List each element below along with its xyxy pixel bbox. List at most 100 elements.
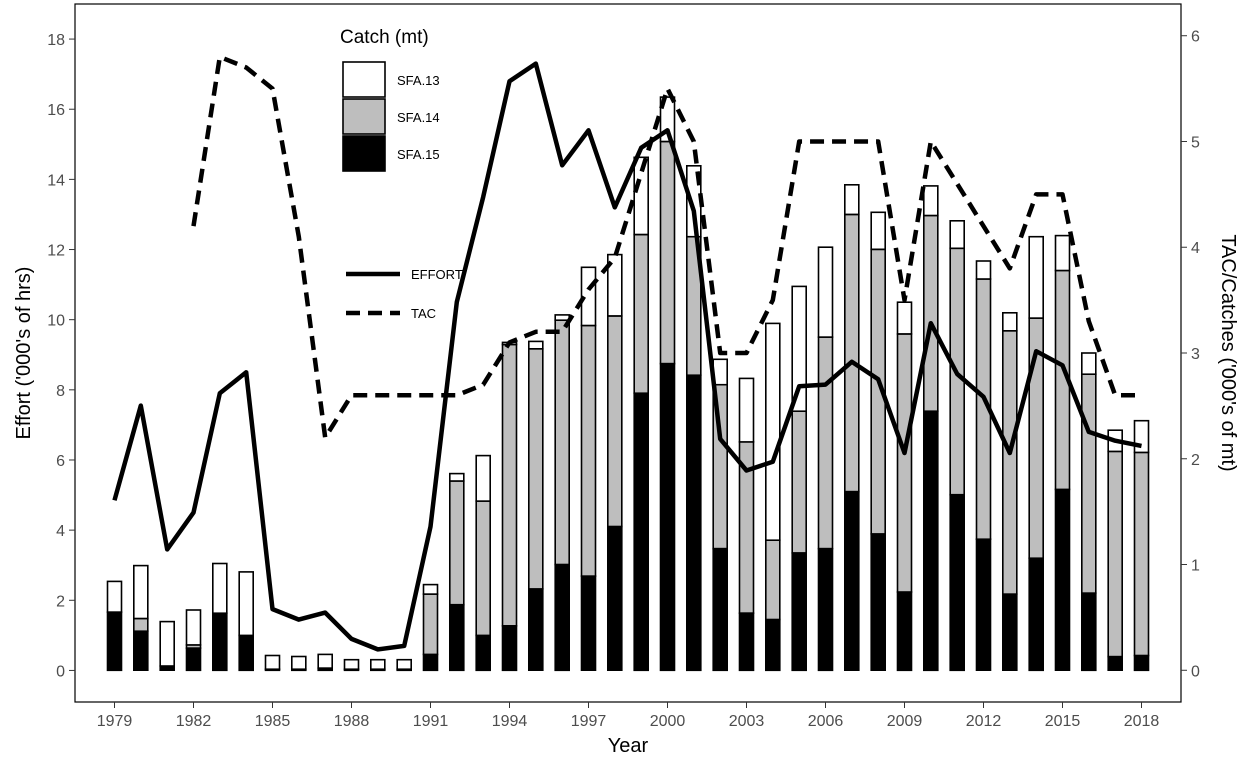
bar-sfa13-1991 xyxy=(422,583,439,595)
legend-effort-label: EFFORT xyxy=(411,267,463,282)
y-left-tick-label-2: 2 xyxy=(56,593,65,610)
x-tick-label-1985: 1985 xyxy=(255,713,291,730)
bar-sfa13-2006 xyxy=(817,246,834,338)
legend-swatch-sfa14 xyxy=(342,98,386,135)
bar-sfa15-2011 xyxy=(949,493,966,672)
bar-sfa14-2006 xyxy=(817,336,834,550)
bar-sfa14-1993 xyxy=(475,500,492,637)
bar-sfa13-1983 xyxy=(212,562,228,615)
bar-sfa15-2001 xyxy=(685,374,702,672)
bar-sfa13-1993 xyxy=(475,454,492,502)
bar-sfa14-2017 xyxy=(1107,450,1123,658)
legend-swatch-sfa13 xyxy=(342,61,386,98)
x-tick-label-1988: 1988 xyxy=(334,713,370,730)
y-right-tick-label-6: 6 xyxy=(1191,29,1200,46)
bar-sfa14-1998 xyxy=(606,315,623,528)
bar-sfa13-2014 xyxy=(1028,235,1044,319)
bar-sfa15-1999 xyxy=(633,392,650,672)
bar-sfa15-2004 xyxy=(764,618,781,672)
bar-sfa13-1979 xyxy=(106,580,123,613)
bar-sfa13-1990 xyxy=(396,658,413,671)
bar-sfa15-1995 xyxy=(527,587,544,671)
bar-sfa13-2009 xyxy=(896,301,913,335)
x-tick-label-2012: 2012 xyxy=(966,713,1002,730)
y-left-tick-label-0: 0 xyxy=(56,663,65,680)
bar-sfa13-2003 xyxy=(738,377,755,443)
legend-label-sfa15: SFA.15 xyxy=(397,147,440,162)
y-axis-left-title: Effort ('000's of hrs) xyxy=(13,267,35,440)
bar-sfa13-2011 xyxy=(949,220,966,250)
x-tick-label-1982: 1982 xyxy=(176,713,212,730)
bar-sfa15-2014 xyxy=(1028,557,1044,672)
bar-sfa15-1984 xyxy=(238,634,254,672)
bar-sfa15-1991 xyxy=(422,653,439,672)
bar-sfa15-1979 xyxy=(106,611,123,672)
x-tick-label-2003: 2003 xyxy=(729,713,765,730)
bar-sfa13-2013 xyxy=(1001,311,1018,332)
bar-sfa15-2005 xyxy=(791,552,808,672)
bar-sfa13-2004 xyxy=(764,322,781,541)
legend-tac-label: TAC xyxy=(411,306,436,321)
bar-sfa14-2010 xyxy=(922,214,939,412)
y-left-tick-label-14: 14 xyxy=(47,172,65,189)
bar-sfa13-1984 xyxy=(238,571,254,637)
y-left-tick-label-6: 6 xyxy=(56,453,65,470)
bar-sfa13-1996 xyxy=(554,314,571,321)
x-axis: 1979 1982 1985 1988 1991 1994 1997 2000 2003 2006… xyxy=(97,702,1160,730)
bar-sfa13-1995 xyxy=(527,340,544,350)
y-left-tick-label-12: 12 xyxy=(47,243,65,260)
bar-sfa15-1996 xyxy=(554,563,571,672)
y-left-tick-label-18: 18 xyxy=(47,32,65,49)
bar-sfa14-1996 xyxy=(554,319,571,566)
y-axis-left: 0 2 4 6 8 10 12 14 16 18 xyxy=(47,32,75,680)
lines-layer xyxy=(112,54,1142,652)
bar-sfa13-1981 xyxy=(159,620,175,667)
x-tick-label-2009: 2009 xyxy=(887,713,923,730)
bar-sfa14-1995 xyxy=(527,347,544,590)
bar-sfa15-1983 xyxy=(212,612,228,672)
bar-sfa13-2007 xyxy=(843,184,860,216)
bar-sfa15-1993 xyxy=(475,634,492,672)
bar-sfa15-2018 xyxy=(1133,654,1150,672)
bar-sfa14-2013 xyxy=(1001,329,1018,595)
bar-sfa13-2010 xyxy=(922,185,939,217)
x-tick-label-1979: 1979 xyxy=(97,713,133,730)
bar-sfa13-2016 xyxy=(1081,352,1097,376)
bar-sfa13-2018 xyxy=(1133,419,1150,454)
x-tick-label-2018: 2018 xyxy=(1124,713,1160,730)
y-left-tick-label-16: 16 xyxy=(47,102,65,119)
y-axis-right-title: TAC/Catches ('000's of mt) xyxy=(1217,234,1239,471)
bar-sfa13-1988 xyxy=(343,658,360,671)
bar-sfa15-2007 xyxy=(843,490,860,671)
bar-sfa14-1991 xyxy=(422,593,439,656)
line-legend: EFFORT TAC xyxy=(346,267,463,321)
bar-sfa15-1998 xyxy=(606,525,623,672)
bar-sfa15-2002 xyxy=(712,547,729,672)
bar-sfa15-1982 xyxy=(185,647,202,672)
bar-sfa15-1980 xyxy=(133,630,149,671)
bar-sfa15-2003 xyxy=(738,612,755,672)
bar-sfa14-2009 xyxy=(896,333,913,593)
x-tick-label-2015: 2015 xyxy=(1045,713,1081,730)
bar-sfa15-2008 xyxy=(870,532,887,671)
bar-sfa13-1980 xyxy=(133,564,149,620)
bar-sfa13-1985 xyxy=(264,654,281,670)
tac-line xyxy=(191,54,1142,440)
x-tick-label-1991: 1991 xyxy=(413,713,449,730)
bar-sfa14-1997 xyxy=(580,324,597,577)
y-right-tick-label-1: 1 xyxy=(1191,558,1200,575)
legend-label-sfa13: SFA.13 xyxy=(397,73,440,88)
plot-panel xyxy=(74,3,1182,703)
bar-sfa14-2004 xyxy=(764,539,781,621)
bar-sfa15-2006 xyxy=(817,547,834,672)
bar-sfa13-1992 xyxy=(448,472,465,482)
bar-sfa14-2016 xyxy=(1081,373,1097,594)
x-tick-label-2006: 2006 xyxy=(808,713,844,730)
bar-sfa14-1980 xyxy=(133,617,149,632)
bar-sfa13-2012 xyxy=(975,260,992,280)
bar-sfa14-1994 xyxy=(501,343,518,627)
bar-sfa13-2005 xyxy=(791,285,808,412)
x-tick-label-2000: 2000 xyxy=(650,713,686,730)
bar-sfa15-1997 xyxy=(580,575,597,671)
